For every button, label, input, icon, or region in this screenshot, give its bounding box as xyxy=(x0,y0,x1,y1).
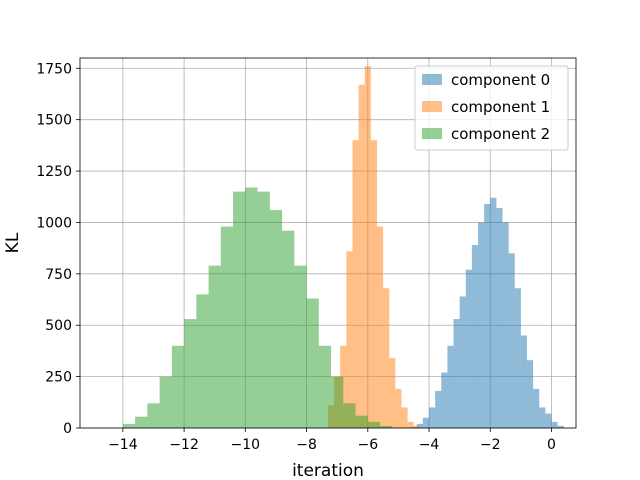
histogram-bar xyxy=(465,269,472,428)
legend-swatch xyxy=(422,128,442,139)
histogram-bar xyxy=(159,376,172,428)
x-axis: −14 −12 −10 −8 −6 −4 −2 0 xyxy=(108,428,556,453)
histogram-bar xyxy=(367,421,381,428)
histogram-bar xyxy=(435,391,442,428)
histogram-bar xyxy=(533,388,540,428)
histogram-bar xyxy=(220,226,234,428)
x-tick-label: −14 xyxy=(108,437,138,453)
x-axis-label: iteration xyxy=(292,461,364,480)
y-tick-label: 1750 xyxy=(36,61,72,77)
y-tick-label: 500 xyxy=(45,318,72,334)
histogram-bar xyxy=(557,425,564,428)
legend-entry-label: component 1 xyxy=(451,98,550,116)
histogram-bar xyxy=(490,197,497,428)
histogram-bar xyxy=(401,407,408,428)
histogram-bar xyxy=(545,413,552,428)
histogram-bar xyxy=(484,203,491,428)
y-tick-label: 1250 xyxy=(36,164,72,180)
y-tick-label: 250 xyxy=(45,370,72,386)
histogram-bar xyxy=(358,84,365,428)
histogram-bar xyxy=(184,319,197,428)
histogram-bar xyxy=(318,345,332,428)
series-0-bars xyxy=(410,197,564,428)
y-axis: 0 250 500 750 1000 1250 1500 1750 xyxy=(36,61,80,437)
y-tick-label: 1000 xyxy=(36,215,72,231)
histogram-bar xyxy=(539,407,546,428)
histogram-bar xyxy=(389,358,396,428)
legend: component 0 component 1 component 2 xyxy=(414,65,569,151)
histogram-bar xyxy=(422,417,430,428)
histogram-bar xyxy=(471,245,479,428)
histogram-bar xyxy=(376,226,384,428)
legend-frame xyxy=(414,65,569,151)
legend-entry-label: component 0 xyxy=(451,71,550,89)
histogram-bar xyxy=(171,345,185,428)
histogram-bar xyxy=(514,288,521,428)
legend-swatch xyxy=(422,101,442,112)
histogram-bar xyxy=(407,421,414,428)
histogram-bar xyxy=(453,319,460,428)
histogram-bar xyxy=(355,415,368,428)
histogram-bar xyxy=(364,66,371,428)
y-axis-label: KL xyxy=(3,232,23,253)
histogram-bar xyxy=(343,403,356,428)
x-tick-label: −4 xyxy=(419,437,440,453)
histogram-bar xyxy=(520,335,528,428)
legend-entry-label: component 2 xyxy=(451,125,550,143)
x-tick-label: −2 xyxy=(480,437,501,453)
histogram-bar xyxy=(441,372,448,428)
histogram-bar xyxy=(245,187,258,428)
histogram-bar xyxy=(346,251,353,428)
x-tick-label: −12 xyxy=(169,437,199,453)
histogram-bars xyxy=(122,66,564,428)
histogram-bar xyxy=(331,376,344,428)
histogram-bar xyxy=(196,294,209,428)
histogram-bar xyxy=(429,407,436,428)
x-tick-label: 0 xyxy=(547,437,556,453)
x-tick-label: −8 xyxy=(296,437,317,453)
histogram-bar xyxy=(496,208,503,428)
histogram-bar xyxy=(282,230,295,428)
x-tick-label: −6 xyxy=(357,437,378,453)
histogram-bar xyxy=(306,298,319,428)
histogram-bar xyxy=(352,140,359,428)
plot-frame xyxy=(79,57,577,429)
y-tick-label: 0 xyxy=(63,421,72,437)
histogram-bar xyxy=(383,288,390,428)
histogram-bar xyxy=(122,423,136,428)
histogram-bar xyxy=(459,296,466,428)
histogram-bar xyxy=(147,403,160,428)
histogram-bar xyxy=(527,360,534,428)
histogram-bar xyxy=(257,191,270,428)
series-2-bars xyxy=(122,187,393,428)
legend-swatch xyxy=(422,74,442,85)
histogram-bar xyxy=(294,265,307,428)
y-tick-label: 750 xyxy=(45,267,72,283)
histogram-bar xyxy=(508,253,515,428)
histogram-bar xyxy=(233,191,246,428)
histogram-bar xyxy=(502,222,509,428)
x-tick-label: −10 xyxy=(231,437,261,453)
histogram-bar xyxy=(413,425,420,428)
histogram-bar xyxy=(380,425,393,428)
histogram-bar xyxy=(269,210,283,428)
histogram-bar xyxy=(395,388,402,428)
histogram-bar xyxy=(208,265,221,428)
histogram-bar xyxy=(447,345,454,428)
histogram-bar xyxy=(478,222,485,428)
histogram-bar xyxy=(551,421,558,428)
y-tick-label: 1500 xyxy=(36,113,72,129)
histogram-bar xyxy=(135,416,148,428)
histogram-bar xyxy=(416,423,423,428)
histogram-bar xyxy=(370,140,377,428)
